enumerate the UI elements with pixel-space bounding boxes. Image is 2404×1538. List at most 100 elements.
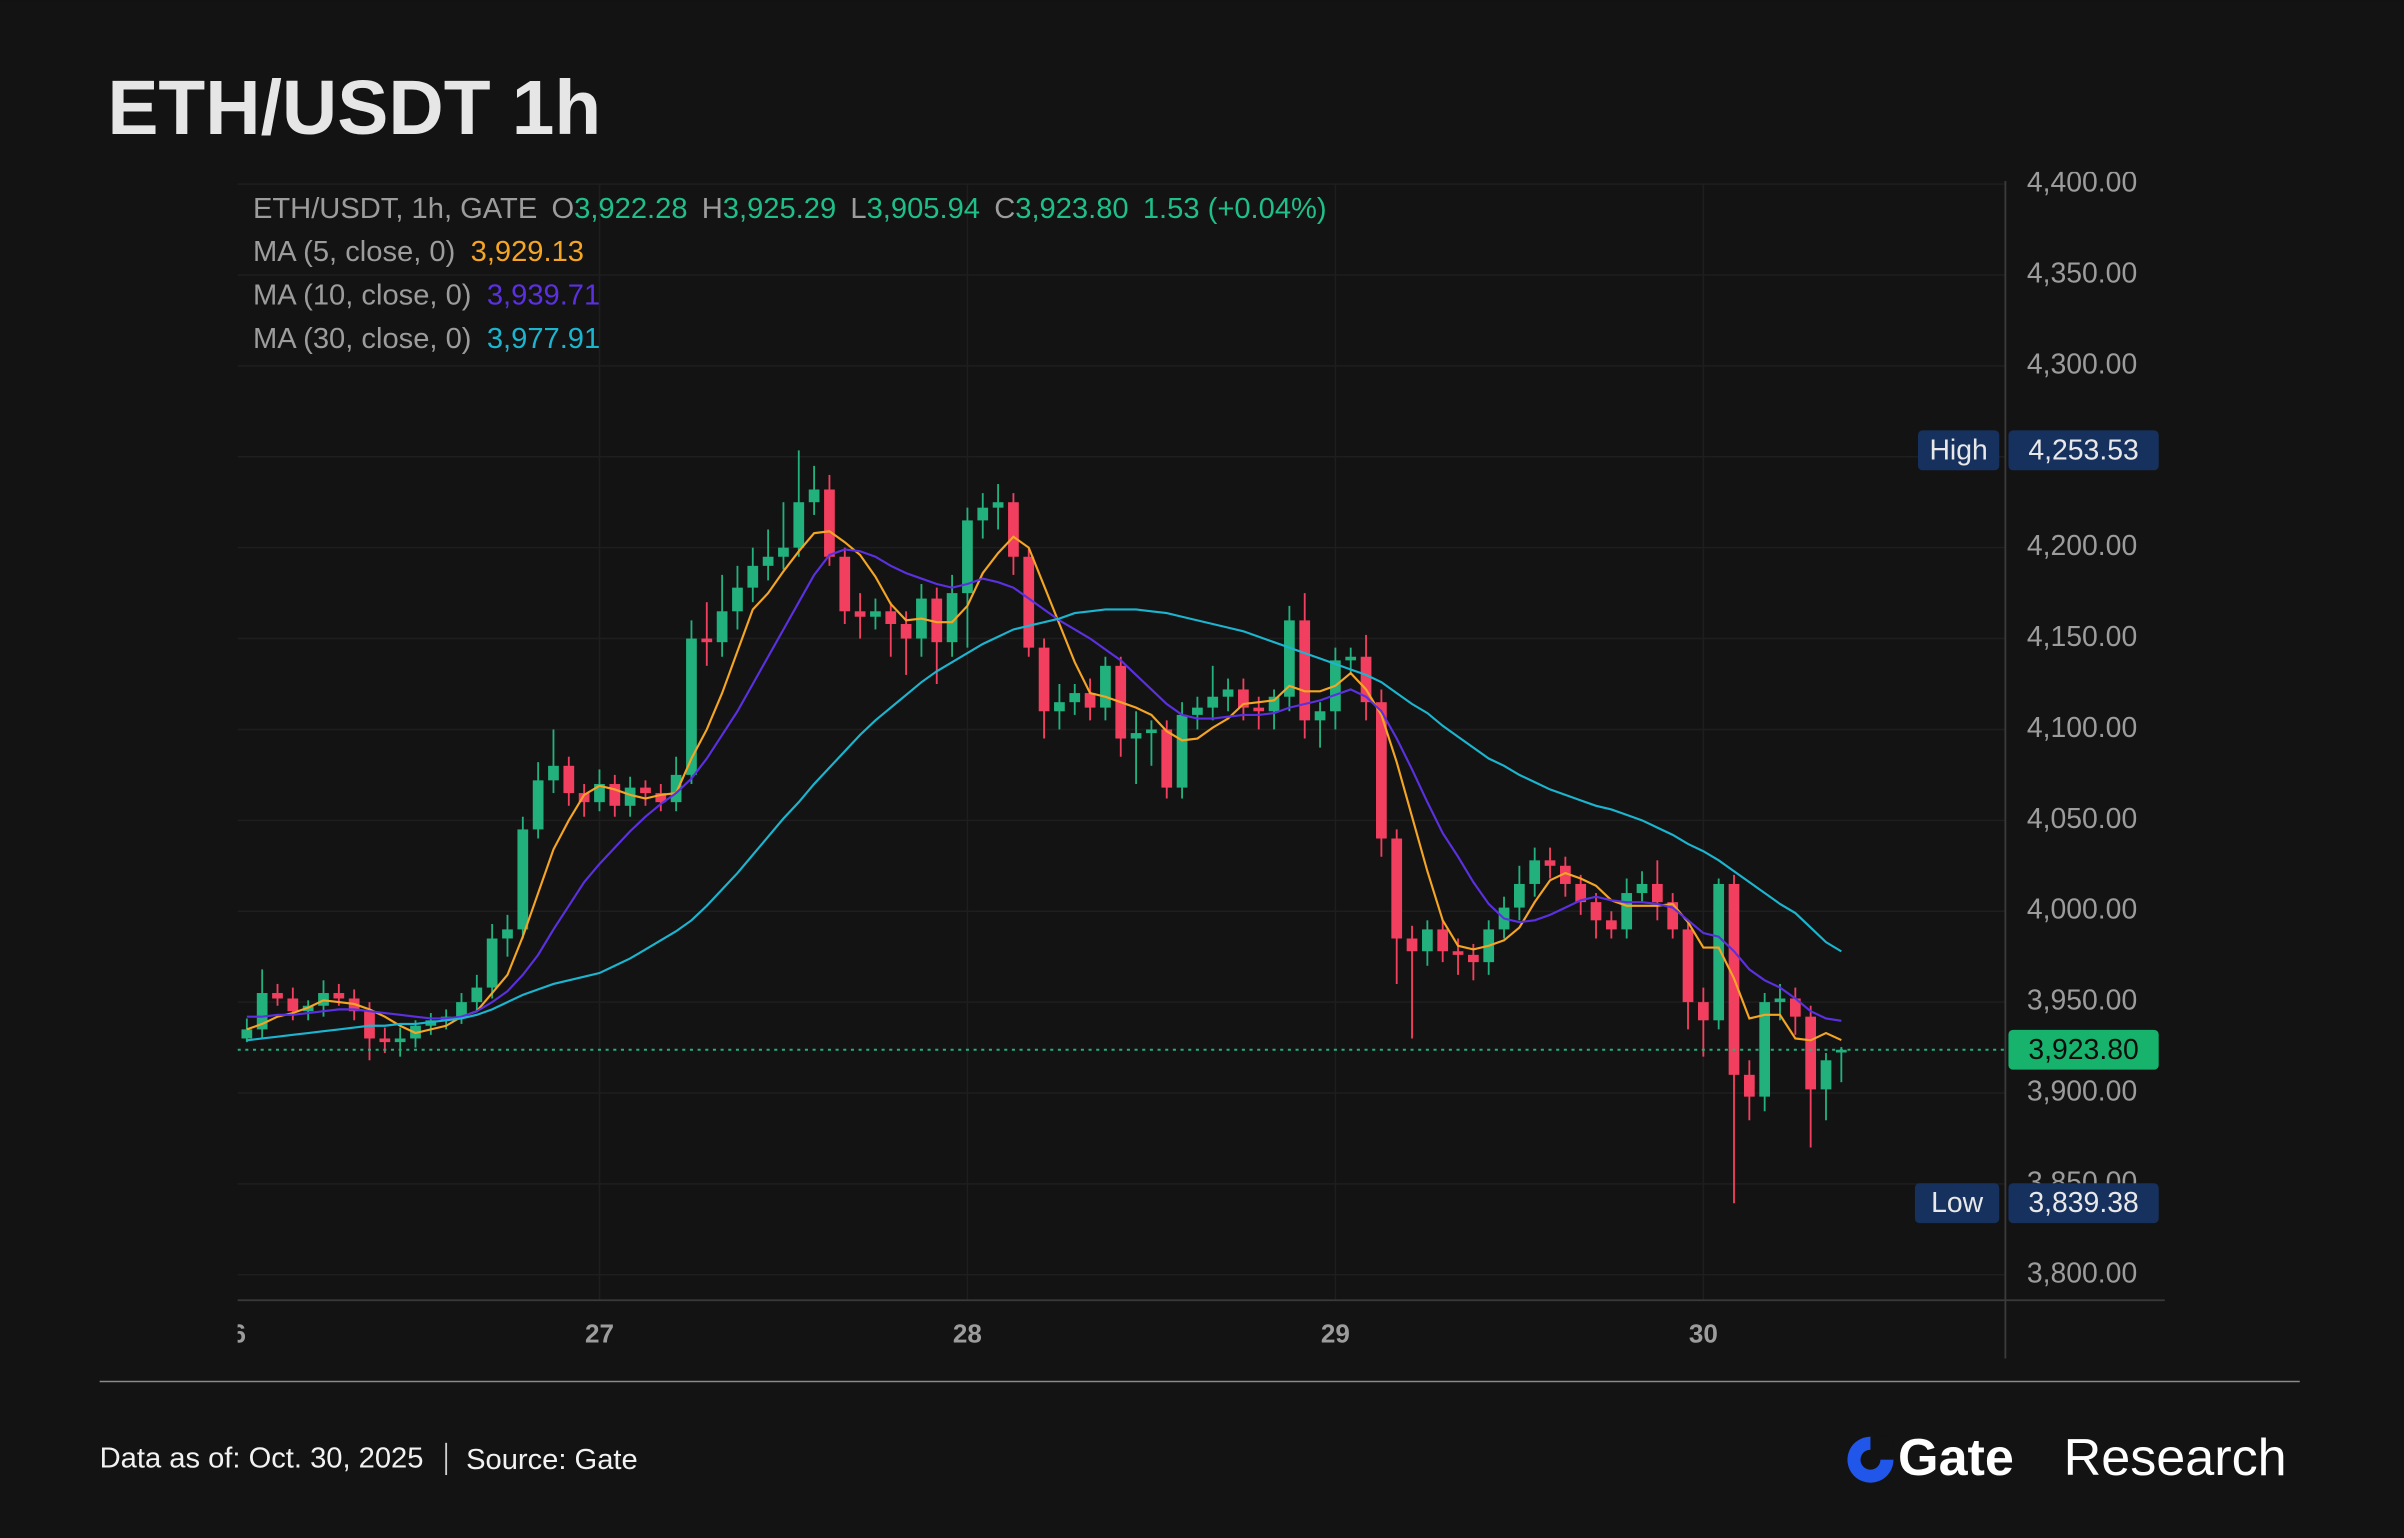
candle-body — [1284, 620, 1295, 697]
ma-legend: MA (5, close, 0) 3,929.13 MA (10, close, 0… — [253, 236, 600, 355]
candle-body — [563, 765, 575, 794]
y-tick-label: 4,350.00 — [2027, 257, 2137, 289]
brand-logo: Gate Research — [1847, 1429, 2287, 1487]
candle-body — [379, 1038, 391, 1043]
candle-body — [1575, 883, 1587, 903]
candle-body — [1360, 656, 1372, 703]
y-tick-label: 4,000.00 — [2027, 894, 2137, 926]
extreme-tag — [1914, 1183, 2000, 1224]
candle-body — [931, 598, 943, 643]
candle-body — [1176, 714, 1188, 788]
candle-body — [686, 638, 697, 775]
candle-body — [839, 556, 851, 612]
candle-body — [1820, 1060, 1832, 1090]
candle-body — [502, 929, 513, 939]
candle-body — [1590, 902, 1602, 921]
candle-body — [762, 556, 774, 566]
candle-body — [854, 611, 866, 617]
legend-letter: H — [702, 193, 723, 225]
candle-body — [1605, 920, 1617, 930]
ohlc-legend: ETH/USDT, 1h, GATE O3,922.28 H3,925.29 L… — [253, 193, 1327, 225]
candle-body — [1651, 883, 1663, 903]
candle-body — [732, 587, 743, 612]
ma-legend-name: MA (30, close, 0) — [253, 323, 472, 355]
candle-body — [486, 938, 498, 988]
candle-body — [1038, 647, 1050, 712]
candle-body — [1713, 883, 1725, 1021]
ma-legend-name: MA (5, close, 0) — [253, 236, 455, 268]
legend-letter: L — [850, 193, 866, 225]
legend-value: 3,923.80 — [1015, 193, 1128, 225]
extreme-value: 4,253.53 — [2028, 434, 2138, 466]
y-tick-label: 4,050.00 — [2027, 803, 2137, 835]
candle-body — [885, 611, 897, 625]
candle-body — [1544, 860, 1556, 866]
ma-line — [246, 548, 1842, 1022]
last-price-label: 3,923.80 — [2028, 1034, 2138, 1066]
y-tick-label: 4,100.00 — [2027, 712, 2137, 744]
x-tick-label: 27 — [585, 1318, 614, 1348]
x-axis: 26 27 28 29 30 — [217, 1318, 1718, 1348]
chart-title: ETH/USDT 1h — [107, 66, 601, 151]
legend-value: 3,905.94 — [867, 193, 980, 225]
candle-body — [272, 993, 283, 999]
candle-body — [1513, 883, 1525, 908]
candle-body — [1192, 707, 1203, 715]
candle-body — [1207, 696, 1219, 708]
candle-body — [655, 793, 667, 803]
candle-body — [1376, 702, 1387, 839]
x-tick-label: 28 — [953, 1318, 982, 1348]
ma-line — [246, 608, 1842, 1042]
last-price-badge — [2008, 1029, 2159, 1070]
y-tick-label: 3,900.00 — [2027, 1075, 2137, 1107]
x-tick-label: 30 — [1689, 1318, 1718, 1348]
ma-line — [246, 530, 1842, 1042]
candle-body — [1422, 929, 1433, 952]
legend-letter: O — [551, 193, 574, 225]
y-tick-label: 4,300.00 — [2027, 348, 2137, 380]
y-tick-label: 3,800.00 — [2027, 1257, 2137, 1289]
candle-body — [287, 998, 299, 1012]
legend-change: 1.53 (+0.04%) — [1143, 193, 1327, 225]
ma-legend-value: 3,977.91 — [487, 323, 600, 355]
candle-body — [1391, 838, 1403, 939]
candle-body — [333, 993, 345, 999]
candle-body — [1452, 951, 1464, 955]
footer-date: Data as of: Oct. 30, 2025 — [100, 1442, 424, 1474]
extreme-name: Low — [1931, 1187, 1984, 1219]
candle-body — [456, 1002, 467, 1017]
candle-body — [517, 829, 529, 930]
candle-body — [1069, 693, 1081, 703]
candle-body — [1667, 902, 1679, 930]
ma-legend-name: MA (10, close, 0) — [253, 279, 472, 311]
legend-value: 3,925.29 — [723, 193, 836, 225]
candle-body — [241, 1029, 253, 1039]
candle-body — [1008, 502, 1019, 557]
candle-body — [793, 502, 805, 548]
candle-body — [1774, 998, 1786, 1003]
candle-body — [594, 783, 605, 803]
candle-body — [1835, 1049, 1847, 1053]
candle-body — [1743, 1074, 1755, 1097]
legend-value: 3,922.28 — [574, 193, 687, 225]
candle-body — [640, 787, 651, 794]
overlays: 3,923.80 High 4,253.53 Low 3,839.38 — [1914, 430, 2159, 1224]
x-tick-label: 26 — [217, 1318, 246, 1348]
extreme-badge — [2008, 1183, 2159, 1224]
candle-body — [1222, 689, 1234, 697]
candle-body — [946, 593, 958, 643]
candle-body — [1789, 998, 1801, 1017]
candle-body — [1805, 1016, 1817, 1090]
y-tick-label: 4,200.00 — [2027, 530, 2137, 562]
candle-body — [1299, 620, 1311, 721]
candle-body — [1130, 733, 1142, 739]
candle-body — [1559, 865, 1571, 884]
candle-body — [977, 507, 989, 521]
candle-body — [1621, 893, 1633, 930]
candle-body — [870, 611, 881, 617]
ma-legend-entry: MA (10, close, 0) 3,939.71 — [253, 279, 600, 311]
candle-body — [609, 783, 621, 806]
candle-body — [962, 520, 973, 594]
candle-body — [1437, 929, 1449, 952]
